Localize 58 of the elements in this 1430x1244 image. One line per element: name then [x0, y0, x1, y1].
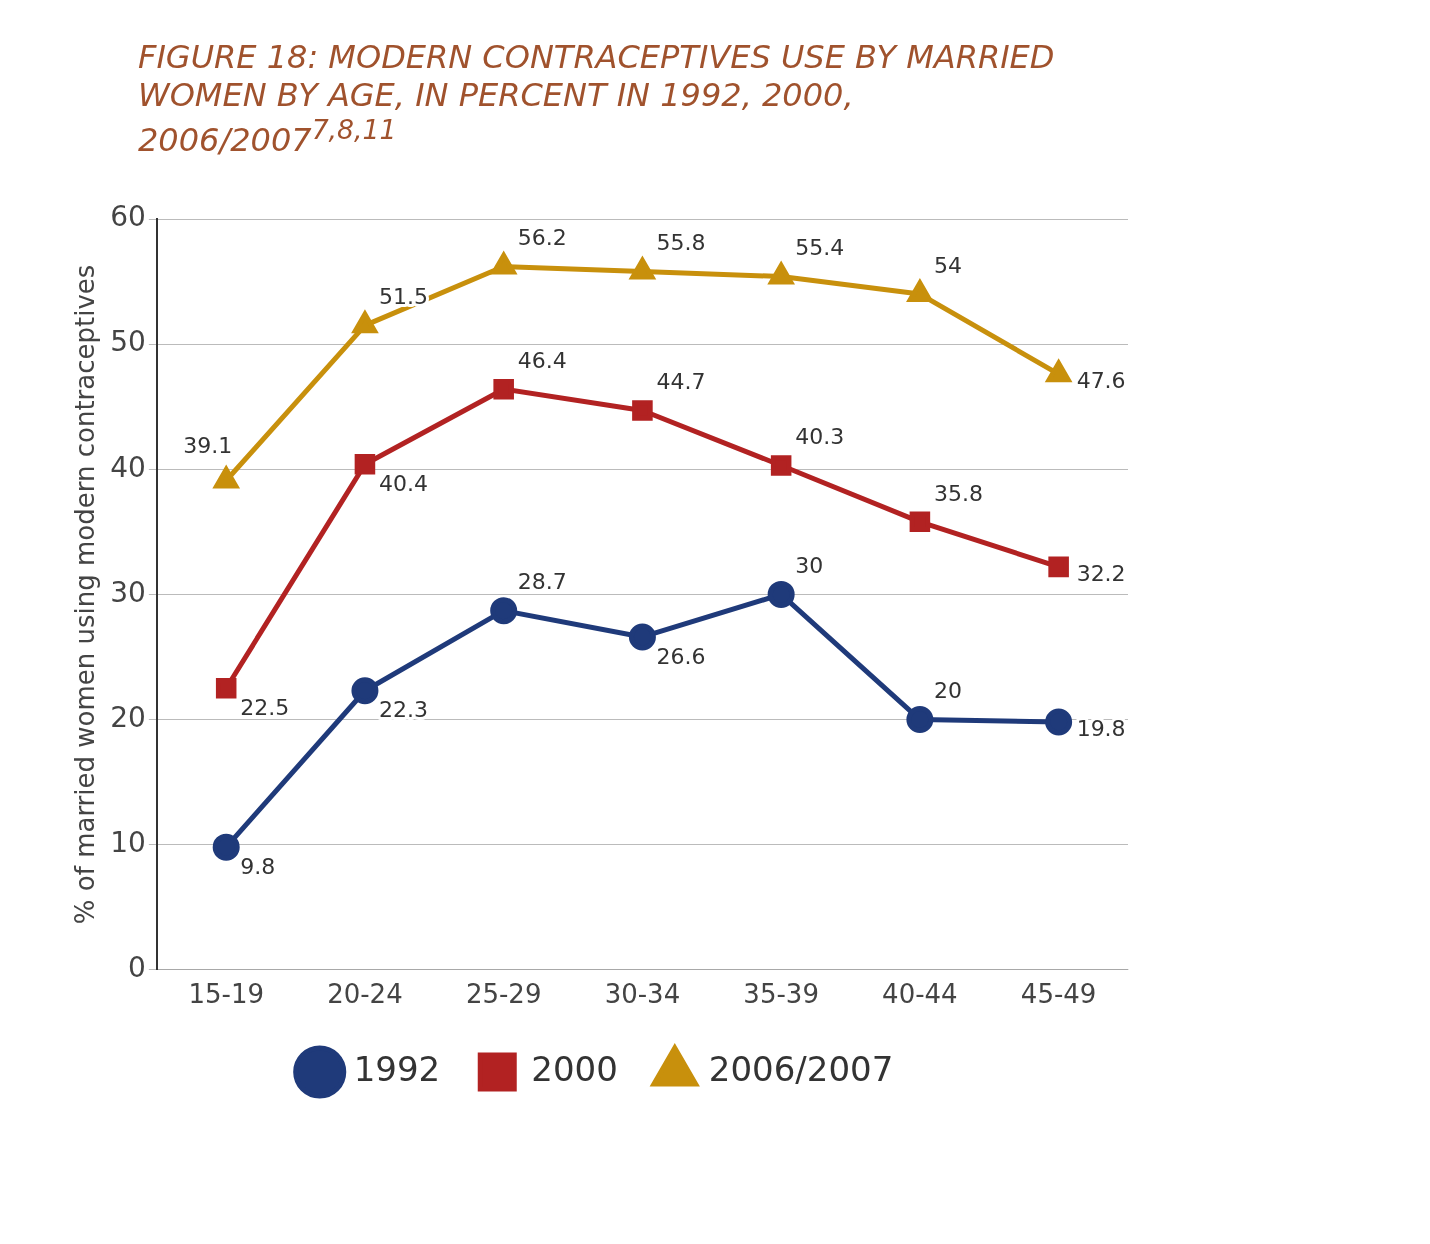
point — [767, 260, 795, 285]
point — [215, 677, 237, 699]
data-label: 20 — [933, 677, 962, 703]
point — [628, 255, 657, 280]
y-tick-label: 50 — [110, 325, 146, 359]
legend-label: 2000 — [531, 1048, 618, 1089]
y-tick-label: 60 — [110, 199, 146, 233]
y-tick-label: 10 — [110, 825, 146, 859]
x-tick-label: 35-39 — [743, 978, 819, 1009]
point — [212, 833, 240, 861]
point — [909, 511, 931, 532]
point — [1044, 358, 1073, 383]
data-label: 28.7 — [517, 569, 567, 595]
data-label: 54 — [933, 252, 962, 278]
y-tick-label: 40 — [110, 450, 146, 484]
data-label: 35.8 — [933, 480, 983, 506]
y-tick-label: 20 — [110, 700, 146, 734]
point — [351, 676, 379, 704]
legend-label: 1992 — [353, 1048, 441, 1089]
data-label: 30 — [795, 552, 824, 578]
y-tick-label: 30 — [110, 575, 146, 609]
x-tick-label: 25-29 — [465, 978, 542, 1009]
point — [770, 454, 792, 476]
x-tick-label: 45-49 — [1020, 978, 1097, 1009]
data-label: 46.4 — [517, 347, 567, 373]
chart-title: FIGURE 18: MODERN CONTRACEPTIVES USE BY MARRIED WOMEN BY AGE, IN PERCENT IN 1992, 2000, 2006/2007$^{7,8,11}$ — [138, 38, 1056, 159]
data-label: 55.4 — [795, 234, 845, 260]
point — [490, 250, 518, 275]
data-label: 55.8 — [656, 229, 706, 255]
data-label: 40.3 — [795, 423, 845, 449]
data-label: 22.5 — [240, 694, 290, 720]
point — [354, 453, 376, 475]
x-tick-label: 20-24 — [327, 978, 403, 1009]
legend-label: 2006/2007 — [708, 1048, 894, 1089]
data-label: 32.2 — [1076, 560, 1126, 586]
x-tick-label: 15-19 — [188, 978, 264, 1009]
data-label: 22.3 — [378, 697, 428, 723]
data-label: 40.4 — [378, 470, 428, 496]
data-label: 56.2 — [517, 224, 567, 250]
y-axis-title: % of married women using modern contraceptives — [70, 264, 101, 924]
data-label: 47.6 — [1076, 367, 1126, 393]
data-label: 39.1 — [183, 432, 233, 458]
x-tick-label: 40-44 — [882, 978, 958, 1009]
point — [906, 705, 934, 733]
data-label: 44.7 — [656, 368, 706, 394]
point — [767, 580, 795, 608]
point — [1045, 708, 1073, 736]
point — [1048, 556, 1069, 577]
point — [632, 399, 653, 421]
data-label: 19.8 — [1076, 715, 1126, 741]
point — [490, 596, 518, 624]
data-label: 51.5 — [378, 283, 428, 309]
point — [351, 309, 379, 334]
point — [628, 623, 656, 651]
data-label: 26.6 — [656, 643, 706, 669]
x-tick-label: 30-34 — [604, 978, 681, 1009]
y-tick-label: 0 — [128, 950, 146, 984]
data-label: 9.8 — [240, 853, 276, 879]
